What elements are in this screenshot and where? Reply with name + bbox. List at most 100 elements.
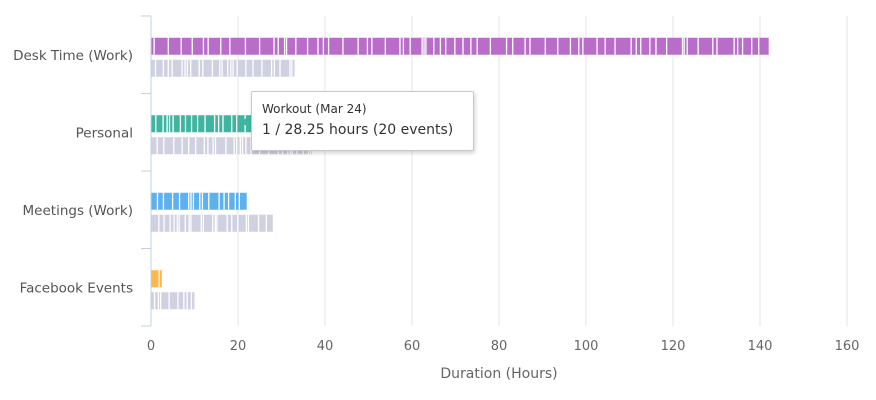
- event-separator: [179, 115, 182, 133]
- event-separator: [751, 37, 753, 55]
- event-separator: [236, 137, 238, 155]
- event-separator: [544, 37, 546, 55]
- event-separator: [192, 192, 195, 210]
- event-separator: [153, 292, 156, 310]
- x-axis-ticks: 0 20 40 60 80 100 120 140 160: [147, 339, 860, 354]
- event-separator: [168, 115, 171, 133]
- event-separator: [194, 137, 197, 155]
- event-separator: [322, 37, 325, 55]
- bar-fill[interactable]: [151, 292, 195, 310]
- event-separator: [317, 37, 319, 55]
- event-separator: [169, 214, 171, 232]
- event-separator: [202, 214, 205, 232]
- event-separator: [190, 59, 192, 77]
- event-separator: [214, 137, 217, 155]
- category-label: Personal: [76, 125, 133, 141]
- event-separator: [162, 59, 165, 77]
- event-separator: [277, 37, 279, 55]
- event-separator: [445, 37, 447, 55]
- event-separator: [655, 37, 657, 55]
- event-separator: [158, 270, 160, 288]
- event-separator: [163, 214, 165, 232]
- event-separator: [257, 214, 260, 232]
- event-separator: [342, 37, 344, 55]
- bar[interactable]: [151, 192, 247, 210]
- event-separator: [265, 214, 267, 232]
- event-separator: [225, 137, 227, 155]
- event-separator: [191, 37, 193, 55]
- bar[interactable]: [151, 59, 295, 77]
- bar[interactable]: [151, 115, 252, 133]
- bar[interactable]: [151, 270, 162, 288]
- tooltip-pointer: [241, 114, 252, 130]
- bar[interactable]: [151, 292, 195, 310]
- event-separator: [180, 37, 182, 55]
- event-separator: [156, 192, 159, 210]
- bar[interactable]: [151, 37, 769, 55]
- event-separator: [190, 115, 193, 133]
- event-separator: [489, 37, 492, 55]
- x-tick-label: 20: [230, 339, 247, 354]
- event-separator: [399, 37, 401, 55]
- event-separator: [470, 37, 472, 55]
- event-separator: [171, 59, 173, 77]
- event-separator: [176, 214, 178, 232]
- event-separator: [181, 137, 183, 155]
- x-tick-label: 160: [835, 339, 860, 354]
- event-separator: [683, 37, 685, 55]
- event-separator: [439, 37, 442, 55]
- event-separator: [421, 37, 423, 55]
- bar-fill[interactable]: [151, 214, 273, 232]
- bar-fill[interactable]: [151, 37, 769, 55]
- event-separator: [173, 214, 175, 232]
- event-separator: [233, 137, 235, 155]
- event-separator: [188, 214, 190, 232]
- event-separator: [433, 37, 435, 55]
- event-separator: [582, 37, 584, 55]
- x-tick-label: 0: [147, 339, 155, 354]
- event-separator: [569, 37, 572, 55]
- event-separator: [712, 37, 714, 55]
- event-separator: [213, 115, 216, 133]
- event-separator: [250, 137, 252, 155]
- event-separator: [172, 115, 174, 133]
- event-separator: [202, 59, 204, 77]
- x-tick-label: 120: [661, 339, 686, 354]
- event-separator: [227, 192, 230, 210]
- bar-fill[interactable]: [151, 270, 162, 288]
- event-separator: [505, 37, 508, 55]
- event-separator: [208, 192, 210, 210]
- bar[interactable]: [151, 214, 273, 232]
- event-separator: [557, 37, 559, 55]
- event-separator: [758, 37, 760, 55]
- event-separator: [212, 214, 214, 232]
- event-separator: [234, 192, 236, 210]
- bar-fill[interactable]: [151, 115, 252, 133]
- category-label: Desk Time (Work): [13, 48, 133, 64]
- event-separator: [154, 59, 157, 77]
- event-separator: [454, 37, 456, 55]
- event-separator: [204, 115, 206, 133]
- event-separator: [529, 37, 531, 55]
- event-separator: [181, 59, 183, 77]
- event-separator: [291, 59, 293, 77]
- event-separator: [157, 292, 160, 310]
- event-separator: [245, 59, 247, 77]
- event-separator: [283, 37, 286, 55]
- event-separator: [183, 292, 185, 310]
- event-separator: [163, 137, 165, 155]
- category-label: Facebook Events: [20, 280, 133, 296]
- event-separator: [244, 37, 247, 55]
- tooltip-title: Workout (Mar 24): [262, 102, 367, 116]
- event-separator: [236, 115, 238, 133]
- event-separator: [188, 192, 190, 210]
- event-separator: [241, 137, 244, 155]
- event-separator: [231, 214, 233, 232]
- event-separator: [188, 137, 190, 155]
- event-separator: [737, 37, 739, 55]
- x-tick-label: 100: [574, 339, 599, 354]
- bar-fill[interactable]: [151, 192, 247, 210]
- event-separator: [245, 137, 247, 155]
- event-separator: [741, 37, 744, 55]
